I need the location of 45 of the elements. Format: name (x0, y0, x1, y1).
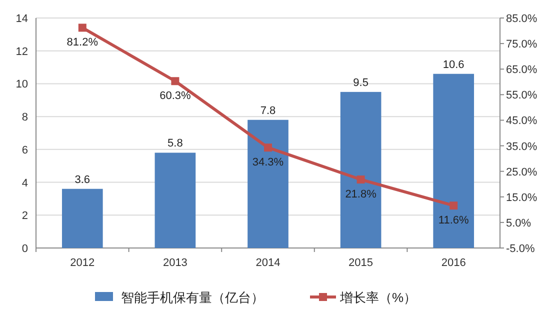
data-label: 10.6 (442, 58, 464, 71)
data-label: 3.6 (74, 174, 90, 186)
data-label: 7.8 (260, 104, 276, 117)
data-label: 21.8% (345, 188, 377, 201)
data-label: 5.8 (168, 138, 183, 150)
y2-tick-label: 15.0% (506, 192, 538, 204)
y2-tick-label: 75.0% (506, 38, 538, 51)
data-label: 9.5 (353, 76, 368, 89)
y2-tick-label: 35.0% (506, 140, 538, 153)
x-tick-label: 2016 (441, 257, 466, 269)
y-tick-label: 0 (22, 243, 28, 255)
bar (433, 74, 474, 248)
data-label: 60.3% (160, 90, 192, 102)
point (450, 202, 458, 210)
x-tick-label: 2015 (348, 257, 374, 269)
y-tick-label: 6 (22, 144, 28, 156)
y2-tick-label: -5.0% (506, 243, 535, 255)
point (356, 176, 365, 184)
x-tick-label: 2013 (162, 257, 188, 269)
y-tick-label: 4 (22, 177, 28, 190)
legend-label: 智能手机保有量（亿台） (121, 290, 264, 305)
y2-tick-label: 65.0% (506, 64, 538, 76)
data-label: 11.6% (438, 214, 470, 227)
bar (62, 188, 103, 248)
x-tick-label: 2012 (70, 257, 95, 269)
y-tick-label: 10 (16, 78, 28, 91)
y-tick-label: 8 (22, 112, 28, 124)
x-tick-label: 2014 (256, 257, 280, 269)
y2-tick-label: 5.0% (506, 217, 532, 230)
y-tick-label: 12 (16, 46, 28, 58)
data-label: 81.2% (66, 36, 98, 49)
y2-tick-label: 45.0% (506, 115, 538, 128)
y2-tick-label: 25.0% (506, 166, 538, 178)
bar (340, 92, 382, 248)
y-tick-label: 2 (22, 210, 28, 222)
legend-label: 增长率（%） (339, 290, 417, 305)
bar (154, 152, 196, 248)
y-tick-label: 14 (16, 13, 28, 25)
point (264, 144, 272, 152)
point (78, 24, 86, 32)
bar (248, 120, 288, 248)
point (171, 77, 180, 86)
y2-tick-label: 85.0% (506, 13, 538, 25)
data-label: 34.3% (252, 156, 284, 169)
y2-tick-label: 55.0% (506, 90, 538, 102)
